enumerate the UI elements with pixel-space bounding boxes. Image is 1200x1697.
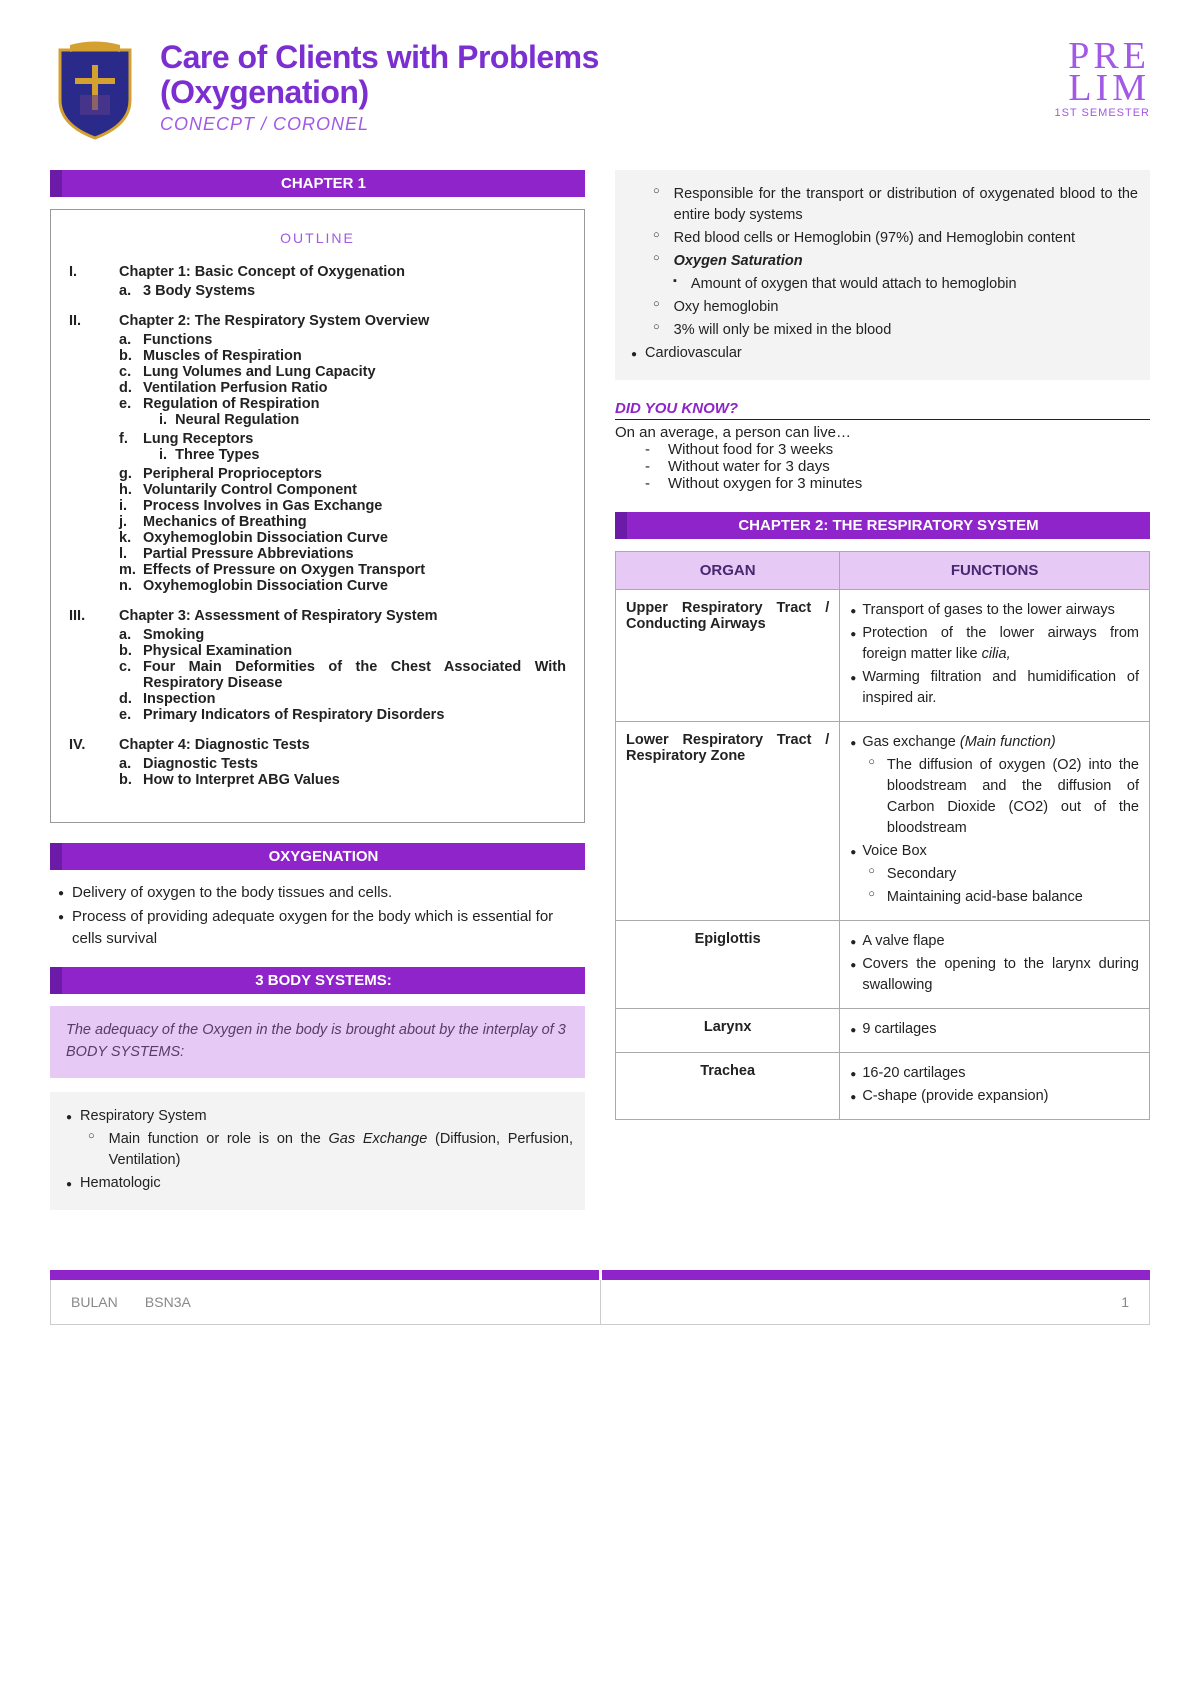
header: Care of Clients with Problems (Oxygenati…: [50, 40, 1150, 140]
functions-header: FUNCTIONS: [840, 552, 1150, 590]
page-subtitle: CONECPT / CORONEL: [160, 114, 1034, 135]
table-row: Trachea 16-20 cartilages C-shape (provid…: [616, 1053, 1150, 1120]
footer-left: BULAN BSN3A: [51, 1280, 601, 1324]
body-systems-note: The adequacy of the Oxygen in the body i…: [50, 1006, 585, 1078]
footer-page: 1: [601, 1280, 1150, 1324]
chapter1-bar: CHAPTER 1: [50, 170, 585, 197]
page-title: Care of Clients with Problems (Oxygenati…: [160, 40, 1034, 110]
chapter2-bar: CHAPTER 2: THE RESPIRATORY SYSTEM: [615, 512, 1150, 539]
outline-title: OUTLINE: [69, 230, 566, 246]
oxygenation-bar: OXYGENATION: [50, 843, 585, 870]
organ-table: ORGAN FUNCTIONS Upper Respiratory Tract …: [615, 551, 1150, 1120]
outline-list: I. Chapter 1: Basic Concept of Oxygenati…: [69, 264, 566, 788]
table-row: Lower Respiratory Tract / Respiratory Zo…: [616, 722, 1150, 921]
oxygenation-list: Delivery of oxygen to the body tissues a…: [50, 882, 585, 949]
table-row: Larynx 9 cartilages: [616, 1009, 1150, 1053]
table-row: Epiglottis A valve flape Covers the open…: [616, 921, 1150, 1009]
systems-box-right: Responsible for the transport or distrib…: [615, 170, 1150, 380]
right-column: Responsible for the transport or distrib…: [615, 170, 1150, 1230]
left-column: CHAPTER 1 OUTLINE I. Chapter 1: Basic Co…: [50, 170, 585, 1230]
systems-box-left: Respiratory System Main function or role…: [50, 1092, 585, 1210]
prelim-badge: PRE LIM 1ST SEMESTER: [1054, 40, 1150, 119]
body-systems-bar: 3 BODY SYSTEMS:: [50, 967, 585, 994]
footer: BULAN BSN3A 1: [50, 1270, 1150, 1325]
did-you-know: DID YOU KNOW? On an average, a person ca…: [615, 400, 1150, 492]
outline-box: OUTLINE I. Chapter 1: Basic Concept of O…: [50, 209, 585, 823]
organ-header: ORGAN: [616, 552, 840, 590]
table-row: Upper Respiratory Tract / Conducting Air…: [616, 590, 1150, 722]
school-logo: [50, 40, 140, 140]
